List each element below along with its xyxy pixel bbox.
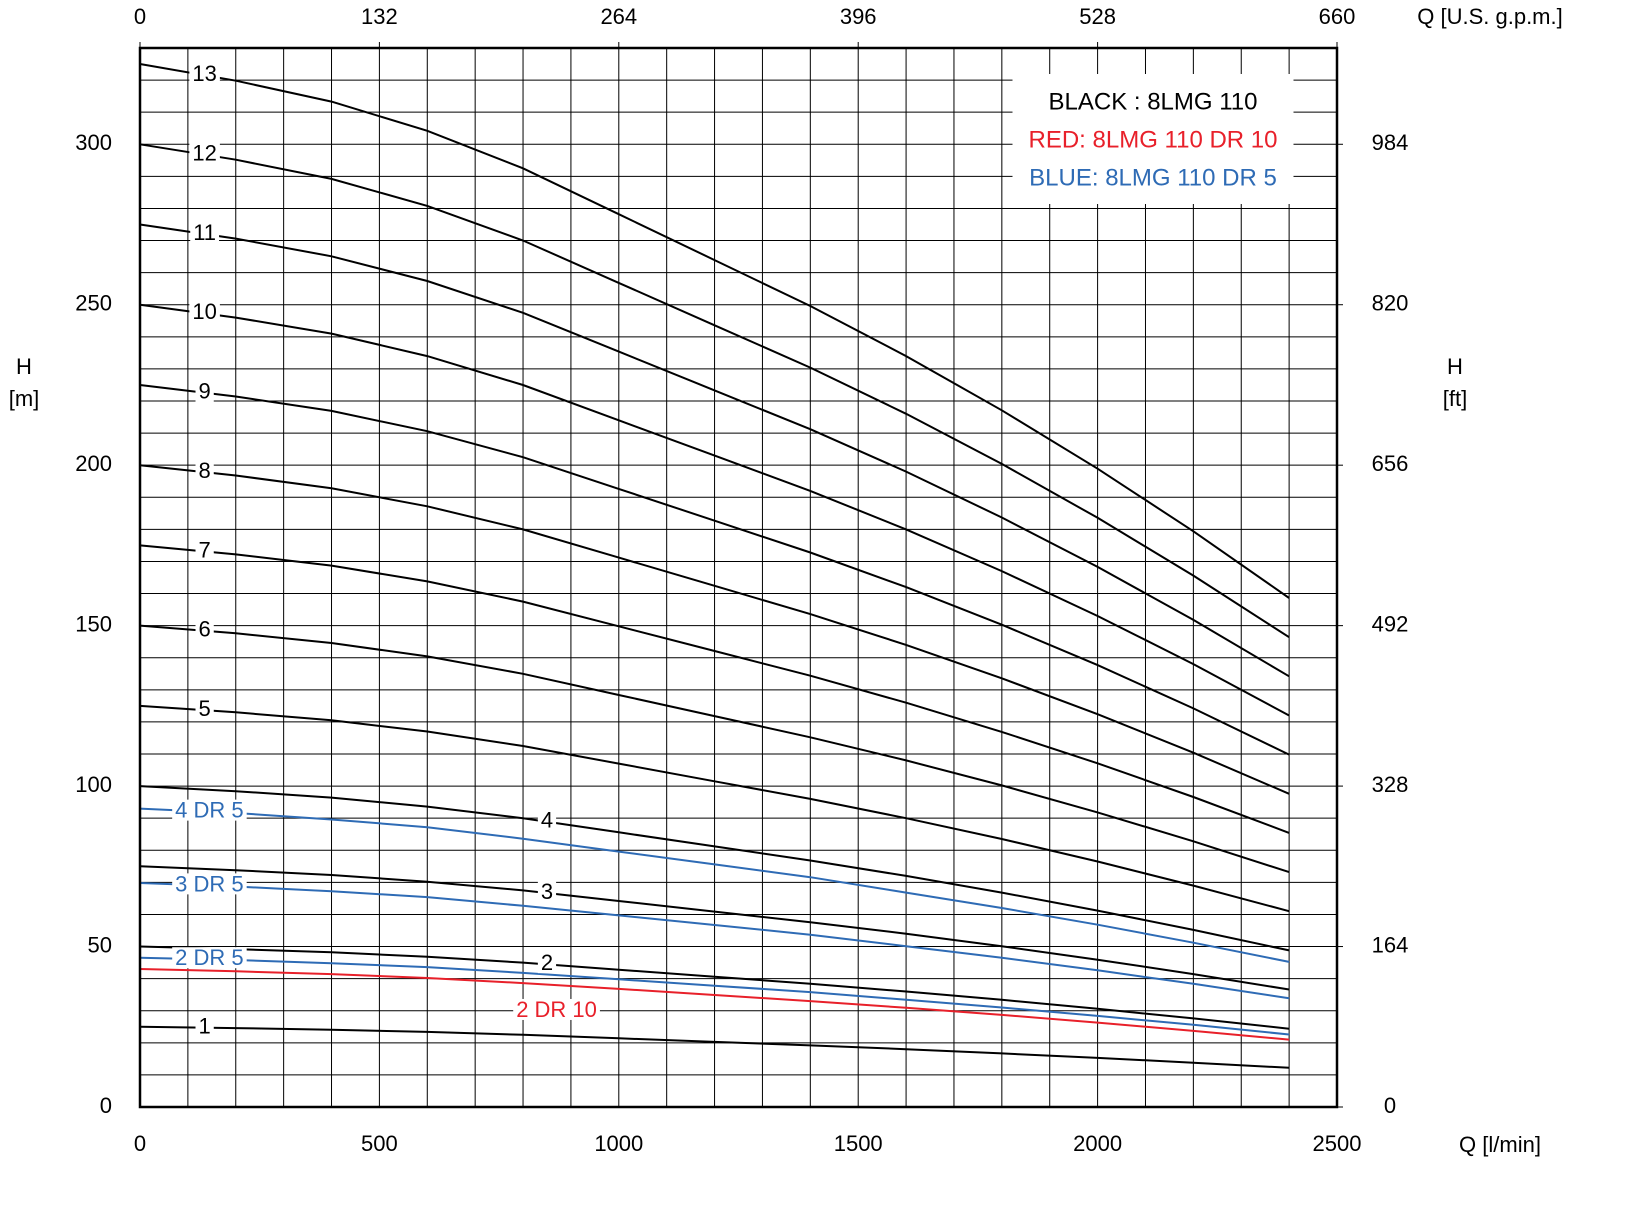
- y-tick-label: 200: [75, 451, 112, 476]
- y2-tick-label: 492: [1372, 611, 1409, 636]
- curve-label-bg: [189, 301, 220, 323]
- curve: [139, 945, 1290, 1030]
- curve-label: 2 DR 10: [516, 997, 597, 1022]
- y2-tick-label: 328: [1372, 772, 1409, 797]
- curve-label-bg: [172, 873, 247, 895]
- y-tick-label: 0: [100, 1093, 112, 1118]
- x-tick-label: 2000: [1073, 1131, 1122, 1156]
- curve-label-bg: [189, 142, 220, 164]
- curve: [139, 464, 1290, 795]
- y2-axis-label: H: [1447, 354, 1463, 379]
- y-tick-label: 150: [75, 611, 112, 636]
- curve: [139, 624, 1290, 874]
- x2-tick-label: 660: [1319, 4, 1356, 29]
- y-tick-label: 250: [75, 291, 112, 316]
- curve: [139, 1025, 1290, 1069]
- x2-tick-label: 528: [1079, 4, 1116, 29]
- curve: [139, 384, 1290, 756]
- curve-label: 7: [199, 537, 211, 562]
- curve-label-bg: [172, 799, 247, 821]
- y2-tick-label: 164: [1372, 932, 1409, 957]
- x2-tick-label: 132: [361, 4, 398, 29]
- plot-frame: [138, 46, 1339, 1109]
- y2-tick-label: 820: [1372, 291, 1409, 316]
- curve-label-bg: [537, 880, 557, 902]
- x2-tick-label: 396: [840, 4, 877, 29]
- curve-label: 9: [199, 379, 211, 404]
- curve-label-bg: [189, 63, 220, 85]
- x-tick-label: 1500: [834, 1131, 883, 1156]
- grid: [139, 48, 1338, 1108]
- x2-tick-label: 264: [600, 4, 637, 29]
- y2-axis-unit: [ft]: [1443, 386, 1467, 411]
- curve-label: 11: [193, 220, 216, 245]
- curve-label-bg: [513, 998, 600, 1020]
- curve: [139, 63, 1290, 599]
- y-axis-label: H: [16, 354, 32, 379]
- y-tick-label: 50: [88, 932, 112, 957]
- y2-tick-label: 984: [1372, 130, 1409, 155]
- x-tick-label: 2500: [1313, 1131, 1362, 1156]
- x2-axis-label: Q [U.S. g.p.m.]: [1417, 4, 1562, 29]
- curve: [139, 785, 1290, 952]
- y2-tick-label: 656: [1372, 451, 1409, 476]
- curve: [139, 956, 1290, 1036]
- curve-label: 4: [541, 808, 553, 833]
- curve: [139, 865, 1290, 991]
- curve-label: 2: [541, 950, 553, 975]
- curve-label: 3: [541, 879, 553, 904]
- curve: [139, 223, 1290, 678]
- curve-label: 5: [199, 696, 211, 721]
- curve: [139, 807, 1290, 963]
- curve-label: 12: [192, 140, 216, 165]
- curve-label: 4 DR 5: [175, 798, 243, 823]
- curve-label-bg: [190, 221, 220, 243]
- curve-label-bg: [195, 459, 214, 481]
- curve: [139, 544, 1290, 834]
- curve-label: 10: [192, 299, 216, 324]
- x2-tick-label: 0: [134, 4, 146, 29]
- y2-tick-label: 0: [1384, 1093, 1396, 1118]
- x-tick-label: 1000: [594, 1131, 643, 1156]
- curve-label-bg: [195, 698, 214, 720]
- curve-label-bg: [195, 380, 214, 402]
- curve: [139, 968, 1290, 1041]
- curve-label: 1: [199, 1013, 211, 1038]
- x-axis-label: Q [l/min]: [1459, 1132, 1541, 1157]
- legend-entry: BLACK : 8LMG 110: [1049, 88, 1258, 115]
- curve-label: 6: [199, 617, 211, 642]
- curve-label: 8: [199, 458, 211, 483]
- legend-entry: RED: 8LMG 110 DR 10: [1029, 126, 1278, 153]
- legend: BLACK : 8LMG 110 RED: 8LMG 110 DR 10 BLUE:…: [1012, 74, 1294, 204]
- y-tick-label: 300: [75, 130, 112, 155]
- curve-label: 3 DR 5: [175, 871, 243, 896]
- curve: [139, 882, 1290, 1000]
- curve: [139, 143, 1290, 639]
- curve-label-bg: [195, 539, 214, 561]
- curve-label-bg: [537, 952, 557, 974]
- x-tick-label: 0: [134, 1131, 146, 1156]
- y-tick-label: 100: [75, 772, 112, 797]
- curve-label-bg: [195, 1015, 214, 1037]
- curve-label-bg: [172, 947, 247, 969]
- curve: [139, 303, 1290, 717]
- curve: [139, 704, 1290, 913]
- x-tick-label: 500: [361, 1131, 398, 1156]
- curve-label: 2 DR 5: [175, 945, 243, 970]
- curve-label: 13: [192, 61, 216, 86]
- legend-box: [1012, 74, 1294, 204]
- curve-label-bg: [195, 618, 214, 640]
- curve-label-bg: [537, 809, 557, 831]
- legend-entry: BLUE: 8LMG 110 DR 5: [1029, 164, 1277, 191]
- y-axis-unit: [m]: [9, 386, 40, 411]
